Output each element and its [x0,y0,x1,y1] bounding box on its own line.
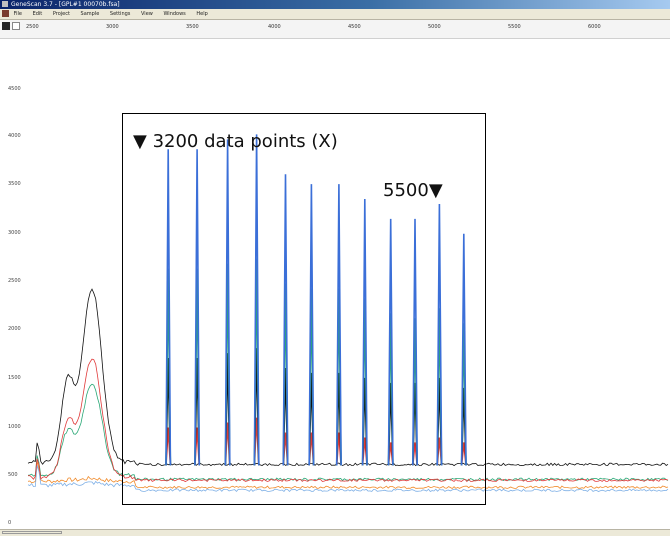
data-peak [387,218,394,466]
x-tick-label: 4000 [268,24,281,30]
menu-view[interactable]: View [141,11,153,17]
window-title: GeneScan 3.7 - [GPL#1 00070b.fsa] [11,1,120,8]
trace-line [27,465,669,493]
region-highlight-box [122,113,486,505]
y-tick-label: 2000 [8,326,21,332]
end-point-label: 5500▼ [383,180,443,201]
trace-line [27,288,669,467]
trace-line [27,383,669,482]
x-tick-label: 5500 [508,24,521,30]
x-tick-label: 5000 [428,24,441,30]
menu-sample[interactable]: Sample [80,11,100,17]
menu-windows[interactable]: Windows [163,11,186,17]
trace-line [27,358,669,483]
down-triangle-icon: ▼ [428,180,443,201]
menu-settings[interactable]: Settings [109,11,131,17]
data-peak [194,149,201,466]
data-peak [224,139,231,466]
data-peak [436,203,443,466]
y-tick-label: 3500 [8,181,21,187]
data-peak [335,184,342,466]
data-peak [253,134,260,466]
x-tick-label: 2500 [26,24,39,30]
x-tick-label: 4500 [348,24,361,30]
y-tick-label: 1000 [8,424,21,430]
document-icon [2,10,9,17]
data-peak [165,149,172,466]
status-bar [0,529,670,536]
y-tick-label: 3000 [8,230,21,236]
menu-file[interactable]: File [13,11,22,17]
data-peak [308,184,315,466]
end-point-text: 5500 [383,180,429,201]
data-points-label: ▼ 3200 data points (X) [133,131,338,152]
x-tick-label: 3000 [106,24,119,30]
x-ruler: 2500 3000 3500 4000 4500 5000 5500 6000 [0,20,670,39]
data-peak [412,218,418,466]
status-cell [2,531,62,534]
data-peak [282,174,289,466]
menu-project[interactable]: Project [52,11,70,17]
menu-edit[interactable]: Edit [32,11,43,17]
y-tick-label: 4500 [8,86,21,92]
data-points-text: 3200 data points (X) [152,131,338,152]
select-tool-icon[interactable] [2,22,10,30]
data-peak [361,198,368,466]
y-tick-label: 4000 [8,133,21,139]
trace-line [27,461,669,490]
menu-bar: File Edit Project Sample Settings View W… [0,9,670,20]
down-triangle-icon: ▼ [133,131,147,152]
x-tick-label: 3500 [186,24,199,30]
y-tick-label: 1500 [8,375,21,381]
y-tick-label: 500 [8,472,18,478]
y-tick-label: 2500 [8,278,21,284]
x-tick-label: 6000 [588,24,601,30]
zoom-tool-icon[interactable] [12,22,20,30]
menu-help[interactable]: Help [196,11,208,17]
y-axis: 4500 4000 3500 3000 2500 2000 1500 1000 … [0,38,28,528]
data-peak [460,233,467,466]
app-icon [2,1,8,7]
y-tick-label: 0 [8,520,12,526]
window-title-bar: GeneScan 3.7 - [GPL#1 00070b.fsa] [0,0,670,9]
